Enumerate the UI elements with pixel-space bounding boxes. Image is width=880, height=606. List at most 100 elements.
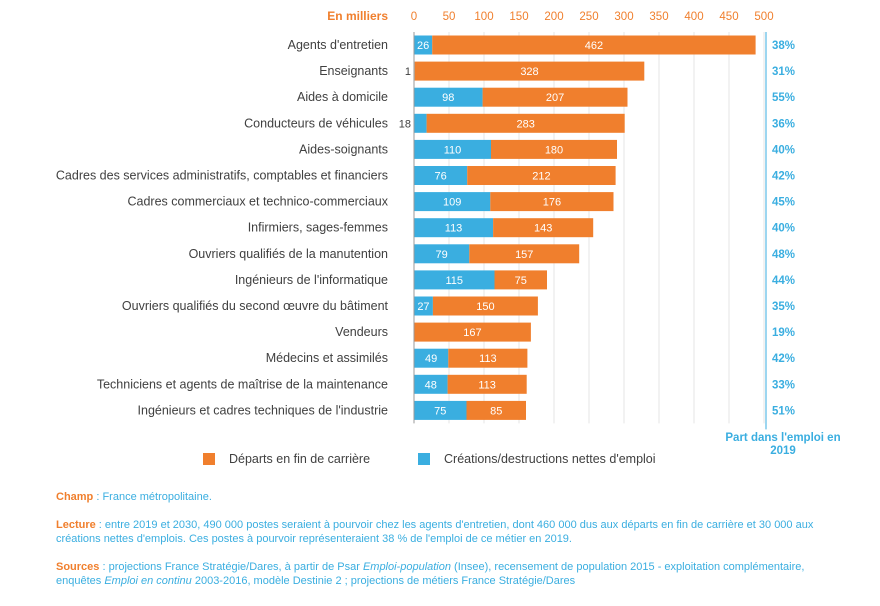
bar-departures <box>432 35 756 55</box>
bar-creations <box>414 113 427 133</box>
bar-departures <box>414 61 645 81</box>
bar-creations-value: 18 <box>399 118 411 130</box>
bars: 26 462 1 328 98 207 18 283 110 180 76 212 109 176 113 1… <box>399 35 756 420</box>
bar-creations-value: 27 <box>417 301 429 313</box>
legend-item-creations: Créations/destructions nettes d'emploi <box>418 452 656 466</box>
legend-label-departures: Départs en fin de carrière <box>229 452 371 466</box>
bar-creations-value: 113 <box>445 223 463 235</box>
unit-label: En milliers <box>327 9 388 23</box>
note-sources-text-1: : projections France Stratégie/Dares, à … <box>99 561 363 573</box>
bar-departures <box>494 270 547 290</box>
x-tick-label: 450 <box>719 11 738 23</box>
share-label: 48% <box>772 249 795 261</box>
bar-creations-value: 49 <box>425 353 437 365</box>
bar-departures <box>467 166 616 185</box>
bar-creations-value: 75 <box>434 405 446 417</box>
share-label: 35% <box>772 301 795 313</box>
bar-creations-value: 98 <box>442 92 454 104</box>
bar-departures <box>491 139 617 159</box>
category-label: Ingénieurs et cadres techniques de l'ind… <box>138 403 389 417</box>
bar-departures <box>482 87 628 107</box>
category-label: Cadres des services administratifs, comp… <box>56 169 388 183</box>
share-label: 45% <box>772 197 795 209</box>
note-lecture-text: : entre 2019 et 2030, 490 000 postes ser… <box>56 519 814 545</box>
bar-departures <box>469 244 580 264</box>
category-label: Conducteurs de véhicules <box>244 116 388 130</box>
bar-departures <box>414 322 531 342</box>
bar-departures-value: 207 <box>546 92 564 104</box>
category-label: Médecins et assimilés <box>266 351 388 365</box>
share-label: 19% <box>772 327 795 339</box>
bar-departures <box>447 374 527 394</box>
bar-departures-value: 180 <box>545 144 563 156</box>
x-tick-labels: 0 50 100 150 200 250 300 350 400 450 500 <box>411 11 774 23</box>
x-tick-label: 300 <box>614 11 633 23</box>
note-champ-text: : France métropolitaine. <box>93 491 212 503</box>
bar-creations-value: 109 <box>443 197 461 209</box>
legend-label-creations: Créations/destructions nettes d'emploi <box>444 452 656 466</box>
bar-departures-value: 150 <box>476 301 494 313</box>
category-label: Ingénieurs de l'informatique <box>235 273 388 287</box>
x-tick-label: 100 <box>474 11 493 23</box>
share-label: 38% <box>772 40 795 52</box>
bar-departures-value: 85 <box>490 405 502 417</box>
bar-departures <box>466 400 526 420</box>
note-sources-italic-1: Emploi-population <box>362 561 451 573</box>
bar-departures-value: 212 <box>532 171 550 183</box>
legend-item-departures: Départs en fin de carrière <box>203 452 370 466</box>
bar-creations-value: 26 <box>417 40 429 52</box>
note-champ: Champ : France métropolitaine. <box>56 490 816 504</box>
bar-creations-value: 110 <box>444 144 462 156</box>
stacked-bar-chart: En milliers 0 50 100 150 200 250 300 350 400 450 5… <box>56 9 795 430</box>
bar-departures-value: 167 <box>463 327 481 339</box>
bar-departures <box>432 296 538 316</box>
bar-departures <box>490 192 614 212</box>
category-label: Ouvriers qualifiés de la manutention <box>189 247 388 261</box>
bar-creations-value: 76 <box>434 171 446 183</box>
bar-departures-value: 113 <box>479 353 497 365</box>
bar-creations <box>414 192 491 212</box>
note-sources-key: Sources <box>56 561 100 573</box>
bar-departures-value: 328 <box>520 66 538 78</box>
bar-creations <box>414 166 468 185</box>
bar-creations <box>414 374 448 394</box>
bar-departures <box>493 218 594 238</box>
note-lecture-key: Lecture <box>56 519 96 531</box>
category-label: Aides à domicile <box>297 90 388 104</box>
share-labels: 38% 31% 55% 36% 40% 42% 45% 40% 48% 44% 35% 19% 42% 3… <box>772 40 795 417</box>
note-lecture: Lecture : entre 2019 et 2030, 490 000 po… <box>56 518 816 546</box>
share-label: 55% <box>772 92 795 104</box>
legend: Départs en fin de carrière Créations/des… <box>200 452 800 472</box>
departures-swatch <box>203 453 215 465</box>
category-label: Infirmiers, sages-femmes <box>248 221 388 235</box>
share-label: 42% <box>772 171 795 183</box>
category-label: Agents d'entretien <box>288 38 388 52</box>
share-label: 42% <box>772 353 795 365</box>
bar-creations <box>414 400 467 420</box>
share-label: 44% <box>772 275 795 287</box>
bar-creations-value: 115 <box>445 275 463 287</box>
share-label: 31% <box>772 66 795 78</box>
bar-creations <box>414 35 433 55</box>
note-sources-text-3: 2003-2016, modèle Destinie 2 ; projectio… <box>191 575 576 587</box>
note-sources-text-2: (Insee), recensement de population 2015 … <box>56 561 805 587</box>
bar-creations <box>414 348 449 368</box>
share-label: 33% <box>772 379 795 391</box>
x-tick-label: 250 <box>579 11 598 23</box>
bar-creations <box>414 218 494 238</box>
bar-creations <box>414 87 483 107</box>
bar-creations-value: 1 <box>405 66 411 78</box>
x-tick-label: 350 <box>649 11 668 23</box>
creations-swatch <box>418 453 430 465</box>
category-label: Enseignants <box>319 64 388 78</box>
bar-creations-value: 79 <box>436 249 448 261</box>
share-label: 40% <box>772 144 795 156</box>
category-labels: Agents d'entretien Enseignants Aides à dom… <box>56 38 389 417</box>
bar-creations <box>414 296 433 316</box>
bar-departures <box>448 348 528 368</box>
note-champ-key: Champ <box>56 491 94 503</box>
bar-departures-value: 75 <box>515 275 527 287</box>
bar-departures-value: 143 <box>534 223 552 235</box>
x-tick-label: 0 <box>411 11 417 23</box>
category-label: Techniciens et agents de maîtrise de la … <box>97 377 388 391</box>
